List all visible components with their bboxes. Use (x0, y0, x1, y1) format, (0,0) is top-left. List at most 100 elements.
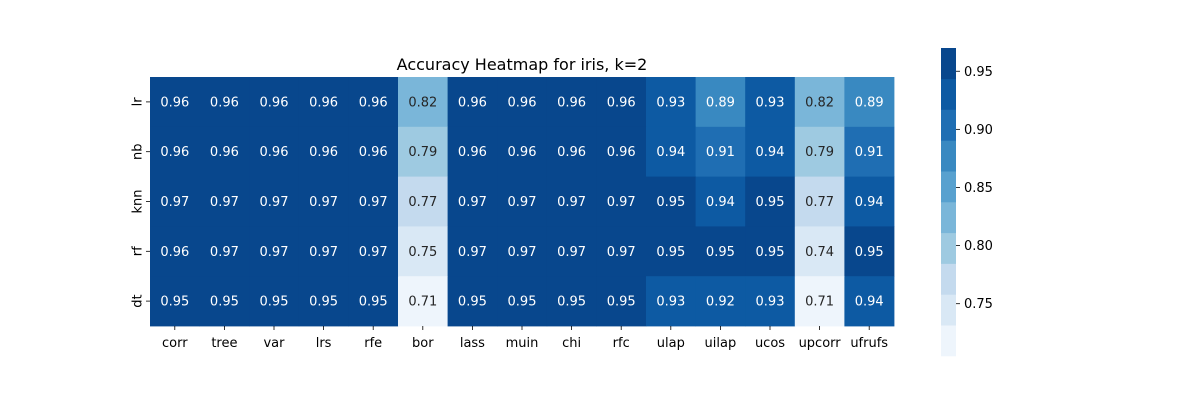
heatmap-cell (497, 176, 548, 227)
cell-value-label: 0.97 (309, 245, 338, 260)
heatmap-cell (546, 126, 597, 177)
colorbar-band (941, 48, 956, 80)
heatmap-cell (398, 176, 448, 227)
heatmap-cell (447, 77, 498, 128)
heatmap-cell (398, 226, 448, 277)
heatmap-cell (745, 77, 796, 128)
cell-value-label: 0.96 (260, 95, 289, 110)
heatmap-cell (348, 77, 399, 128)
heatmap-cell (844, 276, 895, 327)
cell-value-label: 0.94 (756, 145, 785, 160)
cell-value-label: 0.95 (359, 295, 388, 310)
x-tick-label: upcorr (799, 336, 842, 351)
cell-value-label: 0.96 (458, 145, 487, 160)
y-axis-ticks: lr nb knn rf dt (131, 97, 150, 308)
heatmap-cell (249, 77, 300, 128)
heatmap-cell (447, 176, 498, 227)
cell-value-label: 0.93 (756, 295, 785, 310)
heatmap-cell (844, 77, 895, 128)
heatmap-cell (794, 226, 845, 277)
cell-value-label: 0.89 (706, 95, 735, 110)
heatmap-cell (794, 126, 845, 177)
cell-value-label: 0.91 (706, 145, 735, 160)
x-tick-label: rfe (364, 336, 382, 351)
cell-value-label: 0.96 (210, 145, 239, 160)
cell-value-label: 0.96 (508, 145, 537, 160)
cell-value-label: 0.97 (458, 245, 487, 260)
cell-value-label: 0.96 (607, 145, 636, 160)
heatmap-cell (199, 77, 250, 128)
heatmap-cell (447, 276, 498, 327)
heatmap-cell (794, 276, 845, 327)
heatmap-cell (844, 176, 895, 227)
heatmap-cell (249, 226, 300, 277)
cell-value-label: 0.96 (160, 145, 189, 160)
heatmap-cell (497, 226, 548, 277)
cell-value-label: 0.96 (607, 95, 636, 110)
heatmap-cell (249, 126, 300, 177)
heatmap-cell (546, 276, 597, 327)
cell-value-label: 0.95 (855, 245, 884, 260)
heatmap-cell (398, 276, 448, 327)
cell-value-label: 0.96 (557, 95, 586, 110)
heatmap-cell (546, 77, 597, 128)
colorbar-band (941, 202, 956, 234)
colorbar-band (941, 140, 956, 172)
cell-value-label: 0.95 (756, 245, 785, 260)
heatmap-cell (199, 126, 250, 177)
heatmap-annotations: 0.96 0.96 0.96 0.96 0.96 0.82 0.96 0.96 0.96 0.96… (160, 95, 883, 309)
colorbar-band (941, 78, 956, 110)
cell-value-label: 0.95 (458, 295, 487, 310)
colorbar-tick-label: 0.90 (964, 123, 993, 138)
cell-value-label: 0.71 (408, 295, 437, 310)
heatmap-cell (844, 126, 895, 177)
x-tick-label: muin (506, 336, 539, 351)
cell-value-label: 0.96 (557, 145, 586, 160)
colorbar-band (941, 294, 956, 326)
cell-value-label: 0.94 (855, 295, 884, 310)
cell-value-label: 0.97 (607, 245, 636, 260)
cell-value-label: 0.97 (508, 195, 537, 210)
cell-value-label: 0.75 (408, 245, 437, 260)
colorbar-band (941, 325, 956, 357)
y-tick-label: nb (131, 143, 146, 160)
cell-value-label: 0.89 (855, 95, 884, 110)
heatmap-cell (695, 226, 746, 277)
heatmap-cell (745, 126, 796, 177)
cell-value-label: 0.82 (408, 95, 437, 110)
heatmap-cell (745, 226, 796, 277)
cell-value-label: 0.97 (260, 195, 289, 210)
colorbar-band (941, 171, 956, 203)
heatmap-cell (646, 276, 696, 327)
x-tick-label: tree (211, 336, 237, 351)
heatmap-cell (646, 176, 696, 227)
heatmap-cell (497, 276, 548, 327)
cell-value-label: 0.92 (706, 295, 735, 310)
heatmap-cell (844, 226, 895, 277)
heatmap-cell (150, 176, 200, 227)
heatmap-cell (348, 226, 399, 277)
heatmap-cell (596, 126, 647, 177)
cell-value-label: 0.95 (210, 295, 239, 310)
heatmap-cell (794, 176, 845, 227)
cell-value-label: 0.97 (557, 245, 586, 260)
cell-value-label: 0.74 (805, 245, 834, 260)
cell-value-label: 0.79 (805, 145, 834, 160)
cell-value-label: 0.71 (805, 295, 834, 310)
cell-value-label: 0.95 (557, 295, 586, 310)
colorbar: 0.75 0.80 0.85 0.90 0.95 (941, 48, 993, 357)
cell-value-label: 0.94 (656, 145, 685, 160)
heatmap-cell (298, 276, 349, 327)
cell-value-label: 0.82 (805, 95, 834, 110)
heatmap-cell (249, 276, 300, 327)
heatmap-cell (150, 276, 200, 327)
cell-value-label: 0.91 (855, 145, 884, 160)
cell-value-label: 0.93 (656, 95, 685, 110)
cell-value-label: 0.96 (508, 95, 537, 110)
heatmap-cells (150, 77, 895, 327)
cell-value-label: 0.97 (160, 195, 189, 210)
heatmap-cell (348, 176, 399, 227)
heatmap-cell (398, 126, 448, 177)
